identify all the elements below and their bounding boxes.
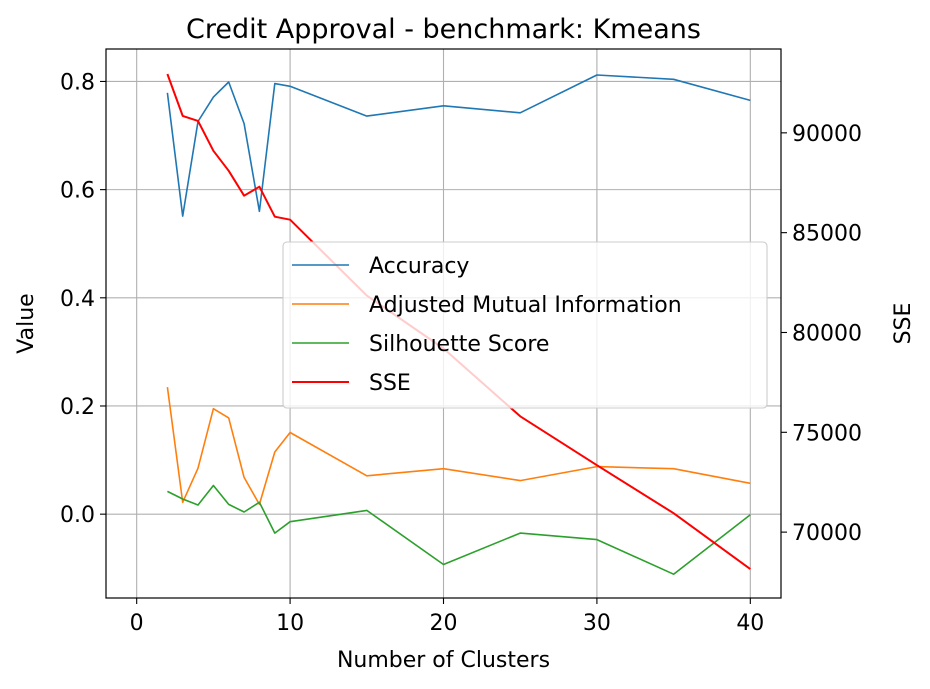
x-axis-label: Number of Clusters bbox=[337, 648, 550, 673]
y-tick-label: 0.6 bbox=[60, 179, 95, 204]
y2-tick-label: 80000 bbox=[792, 321, 862, 346]
y2-tick-label: 90000 bbox=[792, 122, 862, 147]
y2-axis-label: SSE bbox=[891, 303, 916, 345]
series-line-adjusted-mutual-information bbox=[166, 386, 751, 506]
legend-label-sse: SSE bbox=[369, 371, 411, 396]
legend-label-accuracy: Accuracy bbox=[369, 254, 469, 279]
chart-title: Credit Approval - benchmark: Kmeans bbox=[186, 14, 701, 45]
series-line-accuracy bbox=[166, 74, 751, 217]
y2-tick-label: 85000 bbox=[792, 222, 862, 247]
legend-label-silhouette-score: Silhouette Score bbox=[369, 332, 549, 357]
x-tick-label: 40 bbox=[736, 611, 764, 636]
y2-tick-label: 75000 bbox=[792, 421, 862, 446]
x-tick-label: 0 bbox=[130, 611, 144, 636]
legend: Accuracy Adjusted Mutual Information Silho… bbox=[282, 241, 768, 409]
legend-label-adjusted-mutual-information: Adjusted Mutual Information bbox=[369, 293, 682, 318]
x-tick-label: 10 bbox=[276, 611, 304, 636]
x-tick-label: 30 bbox=[583, 611, 611, 636]
ticks: 0 10 20 30 40 0.0 0.2 0.4 0.6 0.8 70000 75000 80000 8… bbox=[60, 70, 862, 636]
y-tick-label: 0.0 bbox=[60, 503, 95, 528]
series-lines bbox=[166, 73, 751, 576]
legend-box bbox=[282, 241, 768, 409]
y-tick-label: 0.4 bbox=[60, 287, 95, 312]
x-tick-label: 20 bbox=[430, 611, 458, 636]
y-tick-label: 0.8 bbox=[60, 70, 95, 95]
y2-tick-label: 70000 bbox=[792, 521, 862, 546]
y-axis-label: Value bbox=[14, 293, 39, 353]
series-line-sse bbox=[166, 73, 751, 570]
series-line-silhouette-score bbox=[167, 484, 751, 576]
y-tick-label: 0.2 bbox=[60, 395, 95, 420]
